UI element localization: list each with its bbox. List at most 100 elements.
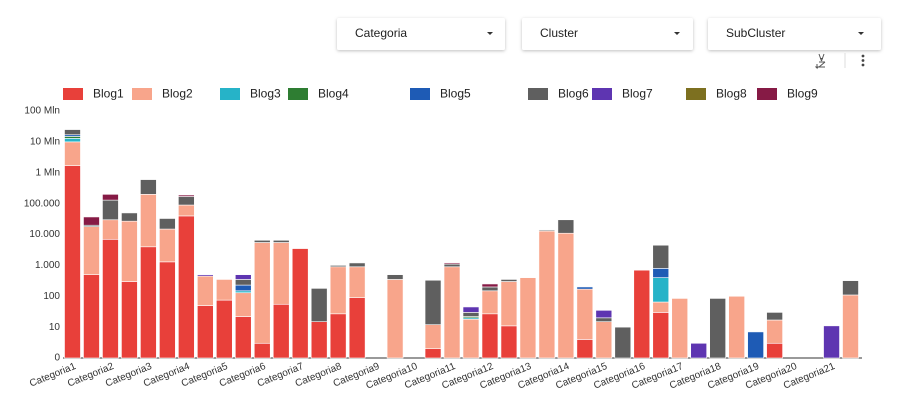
legend-swatch [686,88,706,100]
bar-segment [481,286,499,292]
bar-segment [462,318,480,359]
bar-segment [348,297,366,359]
dropdown[interactable]: Categoria [337,18,505,50]
bar-segment [83,216,100,226]
bar-segment [842,280,859,296]
dropdown-caret[interactable] [487,32,493,35]
dot[interactable] [861,54,865,58]
bar-segment [557,219,575,234]
bar-segment [652,312,670,359]
bar-segment [766,342,783,359]
bar-segment [178,204,195,217]
bar-segment [595,321,613,359]
bar-segment [83,226,100,275]
bar-segment [557,232,575,359]
bar-segment [178,215,195,359]
bar-segment [500,325,518,359]
bar-segment [234,292,252,317]
bar-segment [709,298,726,359]
bar-segment [576,339,594,359]
y-tick-label: 1 Mln [36,167,60,178]
bar-segment [102,238,119,359]
sort-glyph[interactable] [815,53,826,70]
bar-segment [197,305,214,359]
bar-segment [348,266,366,298]
dot[interactable] [861,59,865,62]
bar-segment [652,277,670,303]
bar-segment [140,194,157,248]
dot[interactable] [861,63,865,67]
bar-segment [64,165,81,359]
legend-label: Blog7 [622,87,653,101]
bar-segment [253,239,271,243]
bar-segment [121,212,138,222]
bar-segment [102,199,119,221]
legend-swatch [132,88,152,100]
legend-swatch [220,88,240,100]
legend-swatch [410,88,430,100]
y-tick-label: 10.000 [29,229,60,240]
bar-segment [462,312,480,317]
bar-segment [766,319,783,344]
bar-segment [443,266,461,359]
legend-swatch [63,88,83,100]
y-tick-label: 100 [43,291,60,302]
bar-segment [386,274,404,280]
bar-segment [671,298,689,359]
bar-segment [652,244,670,269]
bar-segment [64,129,81,136]
bar-segment [633,269,651,359]
legend-label: Blog4 [318,87,349,101]
more-icon[interactable] [861,54,865,67]
dropdown-label[interactable]: Cluster [540,26,578,40]
y-tick-label: 1.000 [35,260,60,271]
bar-segment [462,306,480,313]
bar-segment [140,179,157,195]
bar-segment [576,286,594,290]
bar-segment [310,321,328,359]
bar-segment [424,348,442,359]
bar-segment [500,281,518,327]
bar-segment [576,288,594,340]
bar-segment [538,229,556,232]
bar-segment [140,246,157,359]
y-tick-label: 10 Mln [30,137,60,148]
bar-segment [595,317,613,322]
bar-segment [481,283,499,288]
dropdown[interactable]: SubCluster [708,18,881,50]
bar-segment [595,310,613,319]
dropdown-caret[interactable] [858,32,864,35]
y-tick-label: 100 Mln [24,106,60,117]
bar-segment [234,284,252,292]
legend-label: Blog5 [440,87,471,101]
y-tick-label: 0 [54,353,60,364]
dropdown-box[interactable] [522,18,693,50]
dropdown-box[interactable] [337,18,505,50]
sort-icon[interactable] [815,53,826,70]
legend-swatch [592,88,612,100]
dropdown-caret[interactable] [674,32,680,35]
dropdown-label[interactable]: Categoria [355,26,407,40]
bar-segment [614,326,632,359]
bar-segment [83,274,100,359]
dropdown-label[interactable]: SubCluster [726,26,785,40]
bar-segment [234,279,252,286]
dropdown-box[interactable] [708,18,881,50]
bar-segment [253,242,271,344]
dropdown[interactable]: Cluster [522,18,693,50]
bar-segment [310,288,328,322]
bar-segment [234,316,252,359]
y-tick-label: 10 [49,322,61,333]
bar-segment [538,230,556,359]
bar-segment [329,265,347,268]
legend-label: Blog8 [716,87,747,101]
legend-swatch [757,88,777,100]
bar-segment [121,281,138,359]
bar-segment [842,294,859,359]
bar-segment [272,303,290,359]
bar-segment [652,301,670,313]
bar-segment [481,313,499,359]
y-tick-label: 100.000 [24,198,61,209]
bar-segment [272,242,290,305]
